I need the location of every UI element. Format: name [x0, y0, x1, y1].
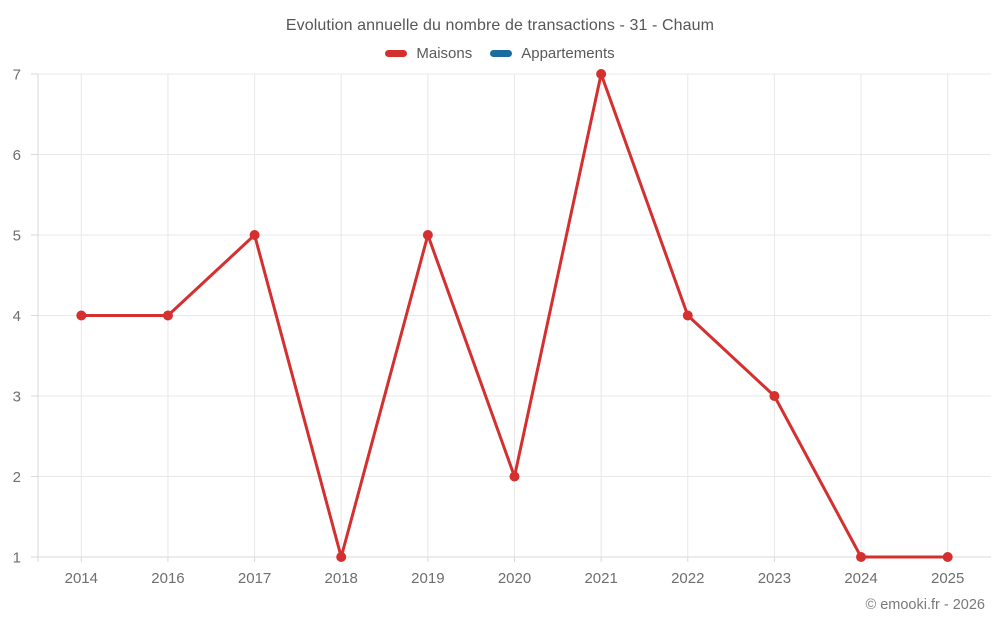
- x-axis-label: 2022: [671, 570, 704, 587]
- x-axis-label: 2024: [844, 570, 877, 587]
- data-point-maisons-2016[interactable]: [162, 310, 173, 321]
- data-point-maisons-2022[interactable]: [682, 310, 693, 321]
- data-point-maisons-2014[interactable]: [76, 310, 87, 321]
- legend-label-appartements: Appartements: [521, 45, 615, 62]
- legend-item-appartements[interactable]: Appartements: [490, 45, 615, 62]
- y-axis-label: 2: [13, 469, 21, 486]
- x-axis-label: 2021: [584, 570, 617, 587]
- data-point-maisons-2019[interactable]: [422, 230, 433, 240]
- y-axis-label: 3: [13, 389, 21, 406]
- x-axis-label: 2016: [151, 570, 184, 587]
- data-point-maisons-2024[interactable]: [856, 552, 867, 562]
- x-axis-label: 2020: [498, 570, 531, 587]
- y-axis-label: 4: [13, 308, 21, 325]
- data-point-maisons-2021[interactable]: [596, 69, 607, 79]
- y-axis-label: 7: [13, 67, 21, 84]
- x-axis-label: 2017: [238, 570, 271, 587]
- data-point-maisons-2018[interactable]: [336, 552, 347, 562]
- y-axis-label: 5: [13, 228, 21, 245]
- watermark: © emooki.fr - 2026: [865, 597, 985, 613]
- data-point-maisons-2025[interactable]: [942, 552, 953, 562]
- legend-item-maisons[interactable]: Maisons: [385, 45, 472, 62]
- chart-legend: Maisons Appartements: [0, 45, 1000, 62]
- appartements-series-swatch-icon: [490, 50, 513, 57]
- x-axis-label: 2014: [65, 570, 98, 587]
- data-point-maisons-2020[interactable]: [509, 471, 520, 482]
- legend-label-maisons: Maisons: [416, 45, 473, 62]
- x-axis-label: 2019: [411, 570, 444, 587]
- data-point-maisons-2023[interactable]: [769, 391, 780, 401]
- y-axis-label: 1: [13, 550, 21, 567]
- data-point-maisons-2017[interactable]: [249, 230, 260, 240]
- x-axis-label: 2023: [758, 570, 791, 587]
- maisons-series-swatch-icon: [385, 50, 408, 57]
- y-axis-label: 6: [13, 147, 21, 164]
- x-axis-label: 2018: [325, 570, 358, 587]
- x-axis-label: 2025: [931, 570, 964, 587]
- chart-title: Evolution annuelle du nombre de transact…: [285, 17, 715, 34]
